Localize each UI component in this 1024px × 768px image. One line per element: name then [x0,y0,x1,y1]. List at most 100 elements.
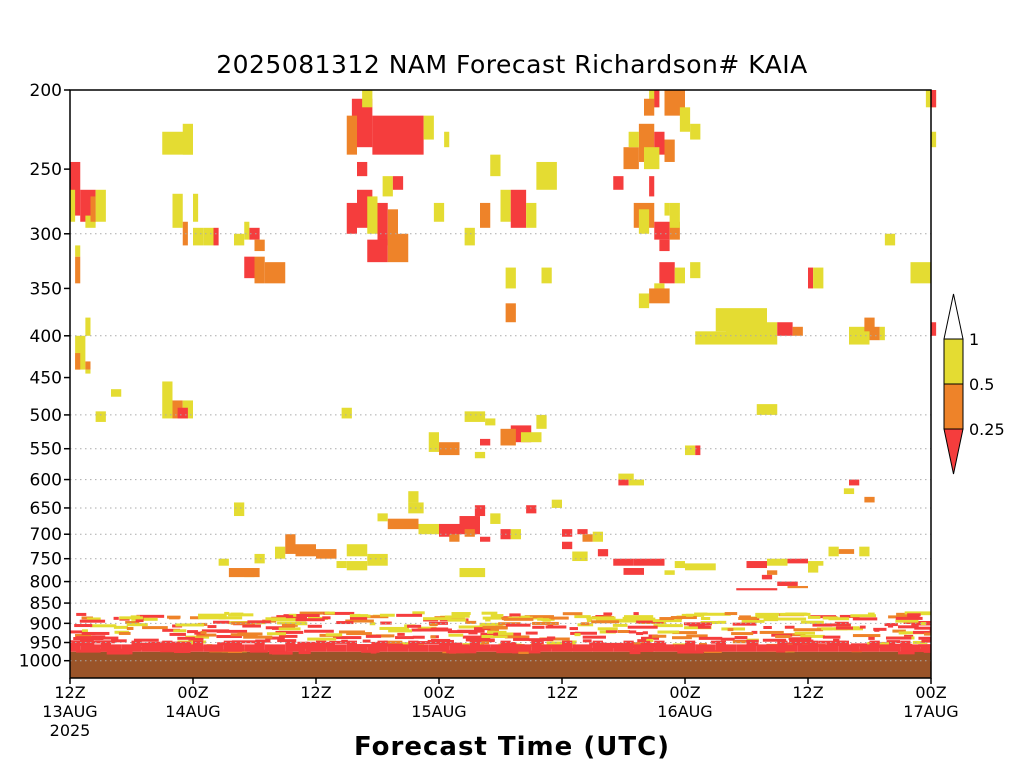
bl-cell [490,614,504,618]
bl-cell [797,644,808,652]
bl-cell [370,650,377,654]
bl-cell [582,644,593,652]
bl-cell [299,611,330,615]
ground-layer [70,651,931,678]
ri-cell [562,541,573,550]
ri-cell [777,581,798,586]
bl-cell [338,630,366,634]
bl-cell [546,636,556,640]
y-tick-label: 550 [30,440,62,460]
bl-cell [898,631,907,635]
ri-cell [864,317,875,332]
bl-cell [685,640,696,652]
bl-cell [111,639,127,643]
ri-cell [623,147,639,170]
ri-cell [521,432,542,443]
bl-cell [162,628,181,632]
bl-cell [457,629,485,633]
bl-cell [759,630,784,634]
bl-cell [429,622,438,626]
bl-cell [505,623,531,627]
bl-cell [838,640,849,652]
ri-cell [275,546,286,559]
x-tick-label: 00Z [423,683,454,702]
bl-cell [89,624,117,628]
ri-cell [685,445,696,456]
bl-cell [297,641,309,645]
bl-cell [775,635,791,639]
ri-cell [685,563,716,571]
bl-cell [345,619,374,623]
ri-cell [644,147,660,170]
bl-cell [828,644,839,652]
bl-cell [79,619,106,623]
ri-cell [392,176,404,190]
bl-cell [549,616,569,620]
bl-cell [182,644,193,652]
ri-cell [859,546,870,557]
bl-cell [651,634,667,638]
bl-cell [332,636,362,640]
bl-cell [895,616,923,620]
y-tick-label: 950 [30,634,62,654]
ri-cell [362,90,373,108]
ri-cell [659,262,675,284]
bl-cell [697,625,711,629]
bl-cell [849,644,860,652]
bl-cell [277,621,307,625]
ri-cell [849,479,860,486]
bl-cell [131,640,142,652]
bl-cell [152,644,163,652]
bl-cell [652,619,682,623]
bl-cell [76,636,97,640]
bl-cell [715,640,726,652]
bl-cell [173,629,187,633]
bl-cell [636,620,664,624]
bl-cell [172,644,183,652]
ri-cell [444,131,450,148]
bl-cell [448,633,464,637]
bl-cell [230,621,253,625]
bl-cell [674,644,685,652]
ri-cell [162,381,173,419]
bl-cell [591,620,620,624]
ri-cell [869,326,880,341]
ri-cell [808,267,814,289]
bl-cell [762,638,787,642]
bl-cell [82,629,88,633]
bl-cell [525,631,538,635]
bl-cell [487,628,499,632]
bl-cell [278,634,298,638]
bl-cell [545,625,567,629]
legend-label: 0.25 [969,420,1005,439]
ri-cell [485,418,496,426]
bl-cell [897,625,919,629]
ri-cell [628,131,639,148]
bl-cell [698,636,723,640]
bl-cell [852,617,878,621]
bl-cell [628,630,637,634]
legend: 1 0.5 0.25 [943,293,1005,475]
bl-cell [80,644,91,652]
ri-cell [70,161,81,216]
bl-cell [633,644,644,652]
ri-cell [649,288,670,304]
bl-cell [822,616,839,620]
bl-cell [739,615,751,619]
ri-cell [474,505,486,517]
bl-cell [336,644,347,652]
bl-cell [407,624,422,628]
bl-cell [646,638,654,642]
bl-cell [783,642,814,646]
bl-cell [873,627,887,631]
bl-cell [365,634,382,638]
legend-swatch-orange [943,383,964,430]
ri-cell [526,202,537,228]
bl-cell [510,644,521,652]
bl-cell [106,651,130,655]
ri-cell [490,513,501,524]
bl-cell [888,615,913,619]
ri-cell [439,442,460,456]
bl-cell [142,626,168,630]
bl-cell [485,618,491,622]
